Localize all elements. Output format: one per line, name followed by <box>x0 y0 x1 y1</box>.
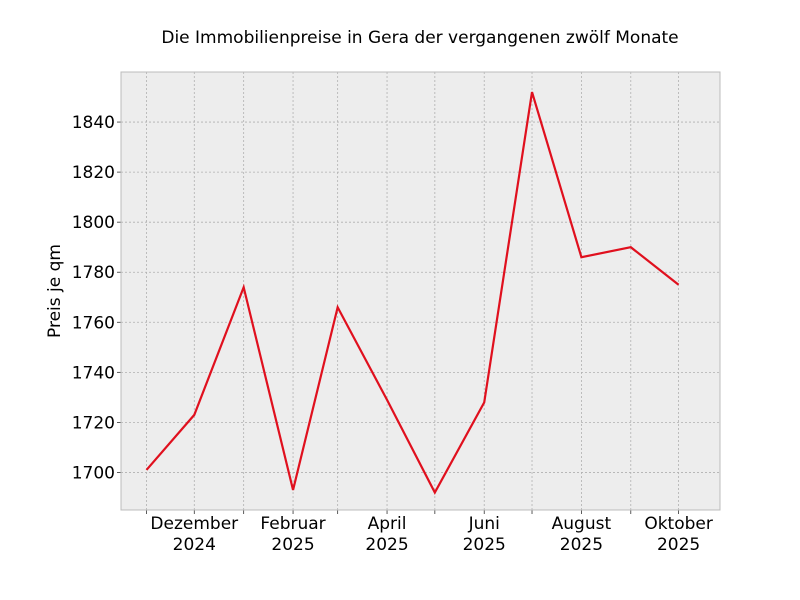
x-tick-label: Februar 2025 <box>260 514 325 555</box>
y-tick-label: 1820 <box>72 163 115 183</box>
y-axis-ticks: 1700 1720 1740 1760 1780 1800 1820 1840 <box>72 113 121 483</box>
y-tick-label: 1800 <box>72 213 115 233</box>
x-tick-label: Juni 2025 <box>463 514 506 555</box>
y-tick-label: 1700 <box>72 463 115 483</box>
y-tick-label: 1760 <box>72 313 115 333</box>
plot-area <box>121 72 720 510</box>
x-tick-label: Dezember 2024 <box>150 514 238 555</box>
grid-lines <box>121 72 720 510</box>
y-tick-label: 1720 <box>72 413 115 433</box>
x-tick-label: Oktober 2025 <box>644 514 713 555</box>
y-tick-label: 1780 <box>72 263 115 283</box>
x-tick-label: August 2025 <box>552 514 612 555</box>
x-axis-ticks: Dezember 2024 Februar 2025 April 2025 Juni 2025… <box>146 510 713 555</box>
plot-frame <box>120 71 721 511</box>
chart-title: Die Immobilienpreise in Gera der vergang… <box>161 28 678 48</box>
series-group <box>145 91 680 495</box>
series-line <box>145 91 680 495</box>
y-tick-label: 1840 <box>72 113 115 133</box>
y-tick-label: 1740 <box>72 363 115 383</box>
y-axis-label: Preis je qm <box>45 244 65 338</box>
x-tick-label: April 2025 <box>365 514 408 555</box>
